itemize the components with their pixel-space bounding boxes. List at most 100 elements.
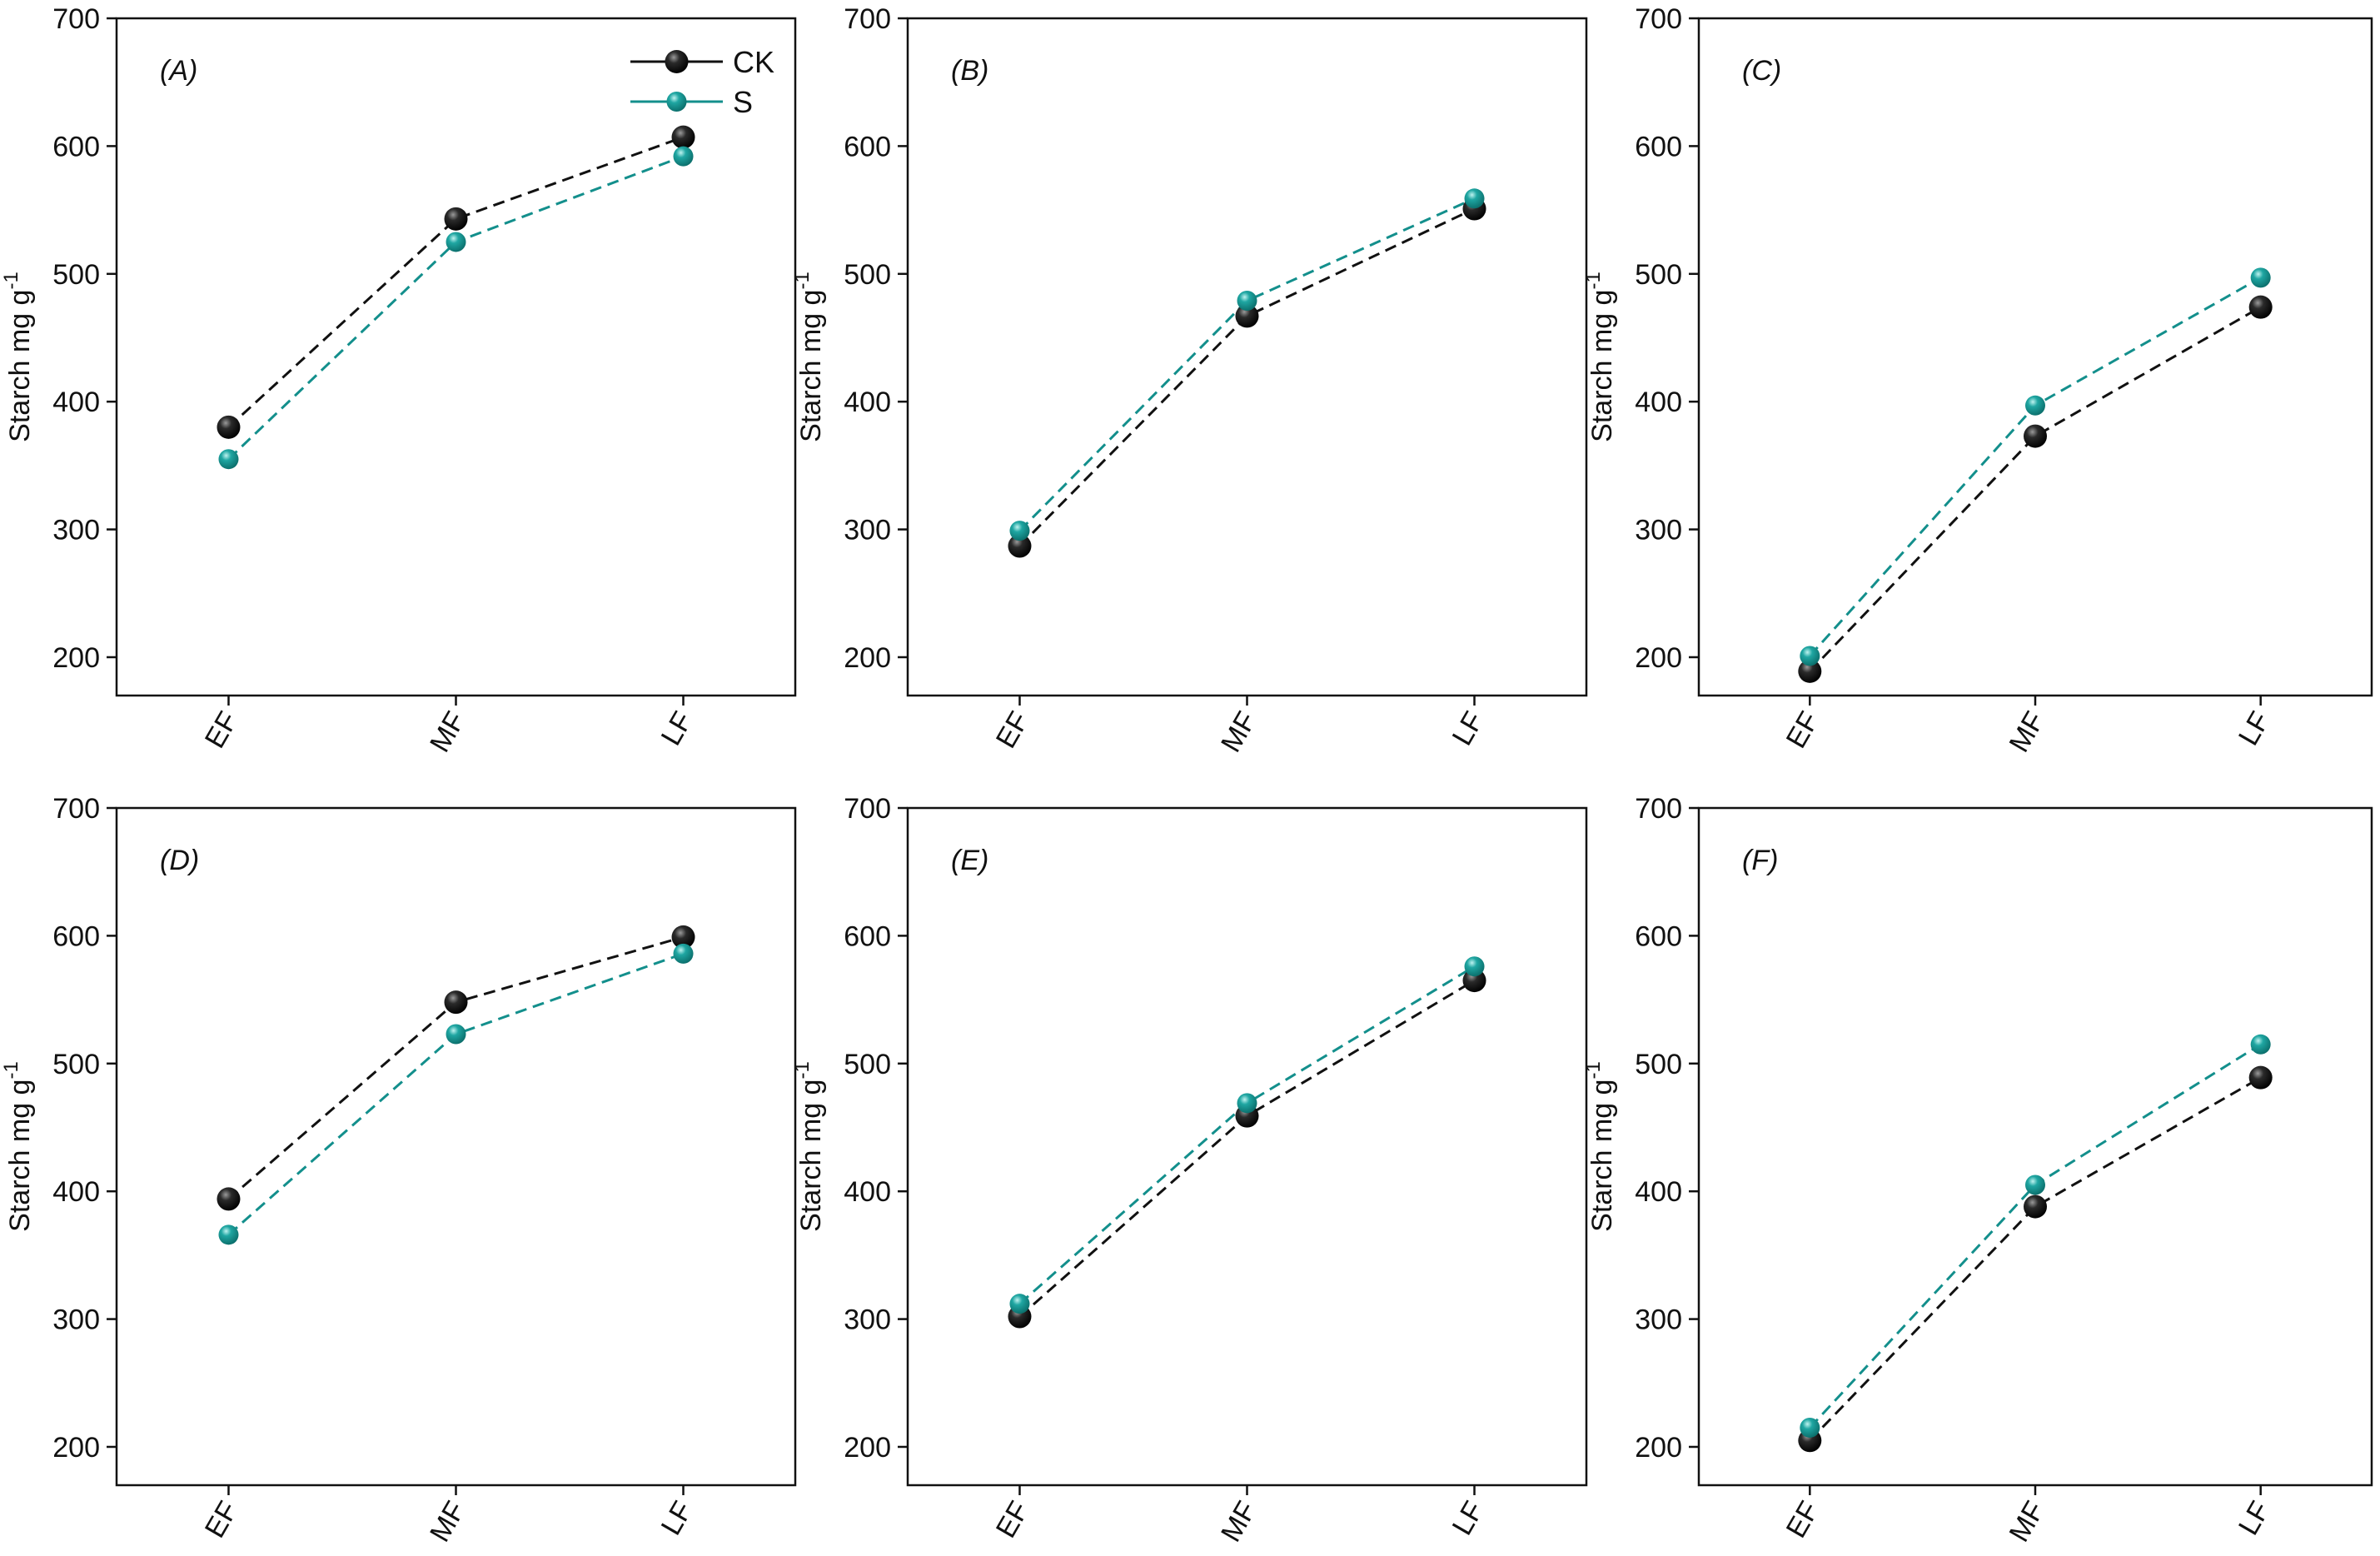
y-tick-label: 600 [1635,920,1682,952]
x-tick-label: LF [655,1496,700,1540]
y-tick-label: 400 [52,387,100,418]
y-tick-label: 500 [1635,1049,1682,1080]
data-point-s-lf [1464,956,1485,977]
plot-frame [1697,17,2373,697]
chart-panel-2: 200 300 400 500 600 700 EF MF LF Starch mg g-1 (B) [791,3,1588,758]
y-axis-label-superscript: -1 [1582,1061,1605,1079]
x-tick-label: MF [1215,706,1262,758]
data-point-ck-ef [1798,659,1822,683]
y-axis-label-superscript: -1 [1582,272,1605,289]
y-axis-label-text: Starch mg g [4,290,36,442]
data-point-s-mf [2025,1174,2045,1195]
panel-label: (C) [1742,55,1781,87]
y-tick-label: 700 [844,3,891,35]
y-axis-label: Starch mg g-1 [1582,1061,1618,1232]
plot-frame [906,17,1588,697]
y-tick-label: 500 [52,1049,100,1080]
y-tick-label: 700 [1635,3,1682,35]
x-tick-label: MF [2003,1496,2050,1548]
y-tick-label: 700 [52,3,100,35]
data-point-s-lf [673,146,694,167]
panel-label: (B) [951,55,988,87]
y-tick-label: 400 [1635,1176,1682,1208]
y-axis-label: Starch mg g-1 [0,272,36,442]
y-tick-label: 200 [1635,1432,1682,1464]
series-line-ck [1018,207,1476,547]
y-tick-label: 300 [844,1304,891,1336]
y-tick-label: 600 [844,920,891,952]
y-tick-label: 500 [844,1049,891,1080]
y-tick-label: 500 [844,259,891,291]
y-tick-label: 600 [52,920,100,952]
data-point-ck-lf [1462,969,1486,993]
chart-panel-5: 200 300 400 500 600 700 EF MF LF Starch mg g-1 (E) [791,793,1588,1548]
y-axis-label: Starch mg g-1 [1582,272,1618,442]
legend-label-s: S [733,85,753,119]
data-point-ck-mf [2024,1194,2047,1219]
x-tick-label: LF [1446,706,1491,751]
y-tick-label: 400 [844,387,891,418]
x-tick-label: EF [990,1496,1036,1544]
y-axis-label-text: Starch mg g [4,1080,36,1232]
y-axis-label-superscript: -1 [0,1061,22,1079]
y-tick-label: 200 [52,1432,100,1464]
chart-panel-4: 200 300 400 500 600 700 EF MF LF Starch mg g-1 (D) [0,793,797,1548]
y-axis-label-superscript: -1 [791,272,814,289]
y-axis-label: Starch mg g-1 [0,1061,36,1232]
plot-frame [115,806,797,1487]
y-tick-label: 700 [844,793,891,825]
plot-frame [906,806,1588,1487]
y-tick-label: 200 [52,642,100,674]
plot-frame [115,17,797,697]
series-line-s [1018,965,1476,1305]
data-point-s-ef [218,449,239,470]
series-line-ck [227,136,685,428]
data-point-ck-mf [444,990,468,1015]
data-point-s-ef [1800,1417,1820,1438]
y-tick-label: 500 [1635,259,1682,291]
y-axis-label-text: Starch mg g [1586,290,1618,442]
y-tick-label: 200 [1635,642,1682,674]
x-tick-label: EF [1780,706,1826,754]
x-tick-label: MF [424,1496,471,1548]
y-tick-label: 500 [52,259,100,291]
plot-frame [1697,806,2373,1487]
panel-label: (A) [160,55,197,87]
y-axis-label: Starch mg g-1 [791,1061,827,1232]
x-tick-label: LF [1446,1496,1491,1540]
chart-panel-1: 200 300 400 500 600 700 EF MF LF Starch mg g-1 (A)… [0,3,797,758]
y-axis-label-text: Starch mg g [1586,1080,1618,1232]
y-tick-label: 400 [52,1176,100,1208]
legend-marker-ck [665,50,689,73]
data-point-ck-lf [2248,1065,2273,1090]
data-point-s-lf [673,943,694,964]
panel-label: (F) [1742,845,1778,876]
legend: CK S [630,45,774,119]
data-point-s-ef [1009,521,1030,541]
y-tick-label: 200 [844,1432,891,1464]
y-axis-label-text: Starch mg g [795,1080,827,1232]
data-point-ck-mf [2024,424,2047,448]
series-line-ck [1809,306,2262,672]
x-tick-label: LF [655,706,700,751]
data-point-s-mf [1237,1093,1257,1114]
y-tick-label: 600 [844,131,891,162]
x-tick-label: LF [2233,1496,2277,1540]
y-tick-label: 600 [52,131,100,162]
x-tick-label: MF [2003,706,2050,758]
data-point-s-mf [446,232,466,252]
data-point-ck-ef [1008,534,1032,558]
data-point-s-mf [1237,291,1257,312]
data-point-s-lf [2250,1034,2271,1055]
data-point-s-ef [1800,646,1820,666]
y-tick-label: 700 [1635,793,1682,825]
panel-label: (D) [160,845,199,876]
series-line-ck [227,935,684,1200]
chart-panel-6: 200 300 400 500 600 700 EF MF LF Starch mg g-1 (F) [1582,793,2373,1548]
x-tick-label: MF [1215,1496,1262,1548]
y-axis-label-text: Starch mg g [795,290,827,442]
y-tick-label: 200 [844,642,891,674]
y-tick-label: 400 [1635,387,1682,418]
x-tick-label: EF [990,706,1036,754]
data-point-s-mf [446,1024,466,1045]
